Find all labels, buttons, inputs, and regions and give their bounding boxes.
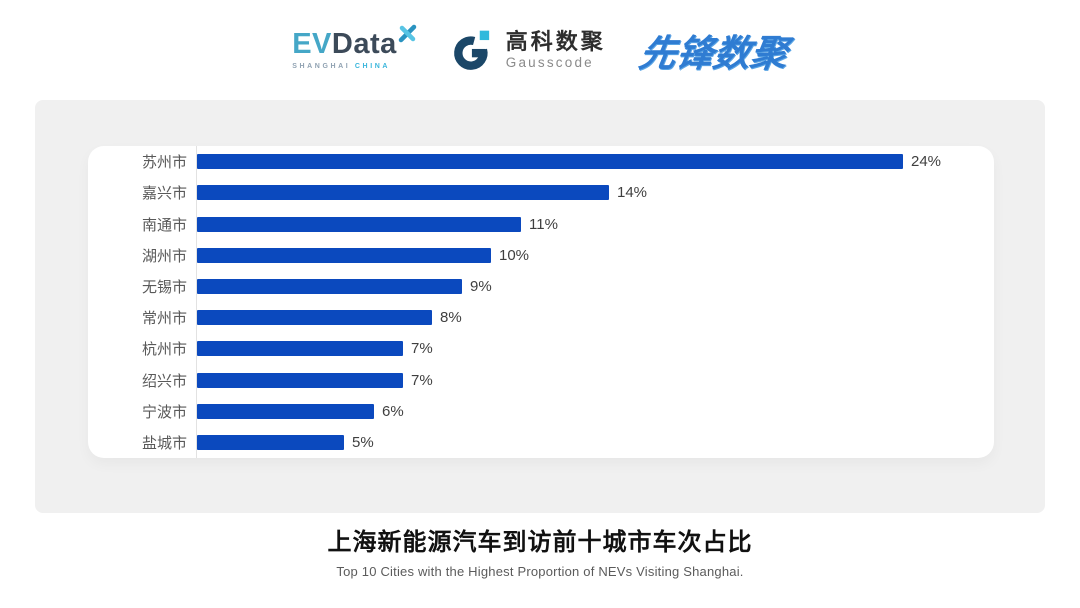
category-label: 宁波市 — [141, 403, 187, 421]
value-label: 24% — [911, 153, 942, 171]
pioneer-logo: 先锋数聚 — [636, 23, 790, 77]
value-label: 7% — [411, 340, 433, 358]
chart-card: 苏州市 24% 嘉兴市 14% 南通市 11% 湖州市 10% 无锡市 9% 常州市 8% 杭州市 7% 绍… — [88, 146, 994, 458]
evdata-subtitle: SHANGHAI CHINA — [292, 63, 417, 70]
evdata-shanghai-text: SHANGHAI — [292, 63, 351, 70]
bar-track: 24% — [196, 146, 994, 178]
bar — [197, 247, 491, 263]
pioneer-cn-text: 先锋数聚 — [635, 33, 791, 74]
bar — [197, 341, 403, 357]
chart-title: 上海新能源汽车到访前十城市车次占比 — [327, 529, 753, 556]
bar — [197, 434, 344, 450]
bar — [197, 403, 374, 419]
category-label: 绍兴市 — [141, 372, 187, 390]
value-label: 11% — [529, 215, 558, 233]
chart-row: 常州市 8% — [88, 302, 994, 334]
value-label: 5% — [352, 433, 374, 451]
evdata-ev-text: EV — [292, 28, 332, 60]
category-label: 杭州市 — [141, 341, 187, 359]
chart-row: 绍兴市 7% — [88, 364, 994, 396]
bar-track: 11% — [196, 208, 994, 240]
logo-bar: EV Data SHANGHAI CHINA 高科数聚 Gausscode 先锋数… — [0, 0, 1080, 100]
bar-track: 14% — [196, 177, 994, 209]
gausscode-wordmark: 高科数聚 Gausscode — [505, 28, 606, 70]
category-label: 盐城市 — [141, 434, 187, 452]
chart-row: 嘉兴市 14% — [88, 177, 994, 209]
chart-row: 苏州市 24% — [88, 146, 994, 178]
evdata-data-text: Data — [331, 28, 397, 60]
value-label: 6% — [382, 402, 404, 420]
chart-row: 湖州市 10% — [88, 239, 994, 271]
category-label: 无锡市 — [141, 278, 187, 296]
bar-track: 7% — [196, 333, 994, 365]
value-label: 9% — [470, 277, 492, 295]
bar — [197, 216, 521, 232]
category-label: 嘉兴市 — [141, 185, 187, 203]
value-label: 10% — [499, 246, 530, 264]
bar-track: 5% — [196, 426, 994, 458]
bar-chart: 苏州市 24% 嘉兴市 14% 南通市 11% 湖州市 10% 无锡市 9% 常州市 8% 杭州市 7% 绍… — [88, 146, 994, 458]
evdata-logo: EV Data SHANGHAI CHINA — [292, 24, 417, 70]
bar — [197, 310, 432, 326]
bar-track: 8% — [196, 302, 994, 334]
bar — [197, 372, 403, 388]
category-label: 常州市 — [141, 310, 187, 328]
chart-row: 盐城市 5% — [88, 426, 994, 458]
evdata-wordmark: EV Data — [292, 24, 417, 60]
chart-panel: 苏州市 24% 嘉兴市 14% 南通市 11% 湖州市 10% 无锡市 9% 常州市 8% 杭州市 7% 绍… — [35, 100, 1045, 513]
chart-row: 杭州市 7% — [88, 333, 994, 365]
value-label: 8% — [440, 309, 462, 327]
bar — [197, 154, 903, 170]
bar-track: 7% — [196, 364, 994, 396]
evdata-propeller-icon — [398, 24, 417, 43]
bar — [197, 278, 462, 294]
value-label: 7% — [411, 371, 433, 389]
chart-row: 南通市 11% — [88, 208, 994, 240]
bar-track: 10% — [196, 239, 994, 271]
evdata-china-text: CHINA — [354, 63, 391, 70]
gausscode-en-text: Gausscode — [505, 54, 594, 70]
category-label: 南通市 — [141, 216, 187, 234]
chart-row: 无锡市 9% — [88, 270, 994, 303]
chart-row: 宁波市 6% — [88, 395, 994, 427]
bar-track: 6% — [196, 395, 994, 427]
gausscode-g-icon — [453, 30, 489, 70]
value-label: 14% — [617, 184, 648, 202]
bar — [197, 185, 609, 201]
bar-track: 9% — [196, 270, 994, 303]
category-label: 苏州市 — [141, 154, 187, 172]
caption-block: 上海新能源汽车到访前十城市车次占比 Top 10 Cities with the… — [0, 527, 1080, 579]
gausscode-cn-text: 高科数聚 — [505, 28, 606, 54]
gausscode-logo: 高科数聚 Gausscode — [451, 27, 606, 73]
category-label: 湖州市 — [141, 247, 187, 265]
chart-subtitle: Top 10 Cities with the Highest Proportio… — [336, 564, 744, 579]
